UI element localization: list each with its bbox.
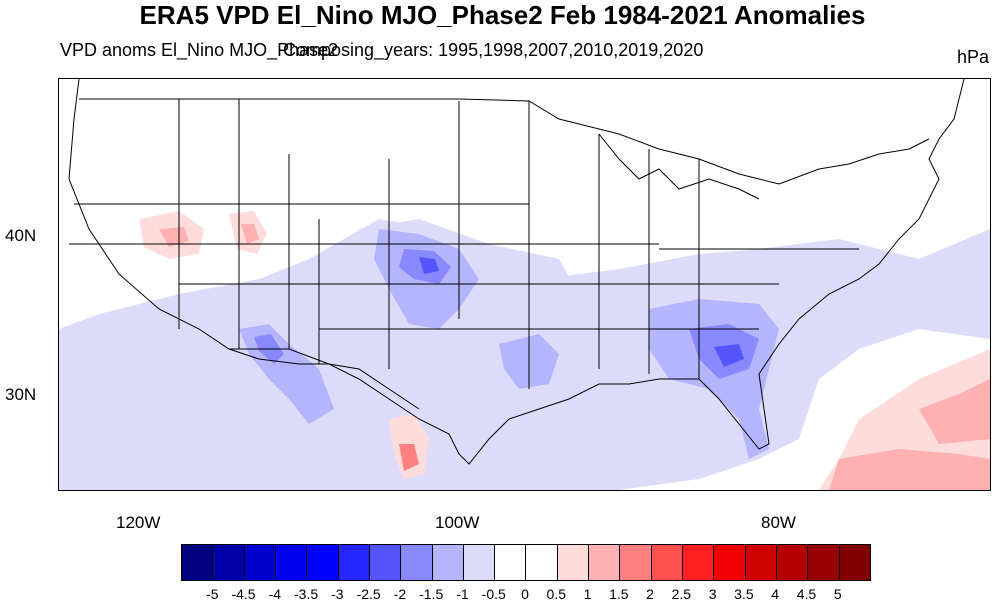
colorbar-label: 1 [583,586,592,602]
great-lakes [598,133,760,200]
colorbar-swatch [401,545,433,580]
colorbar-label: -4 [268,586,282,602]
colorbar-swatch [432,545,464,580]
lon-label-80w: 80W [761,513,796,532]
great-basin-positive-core [159,227,189,247]
colorbar-label: -1.5 [419,586,444,602]
boundaries [68,79,965,465]
lon-label-100w: 100W [435,513,480,532]
colorbar-swatch [714,545,746,580]
us-coastline [68,79,965,465]
colorbar-label: 4 [771,586,780,602]
colorbar-swatch [557,545,590,580]
atlantic-positive-core [919,379,990,444]
units-label: hPa [956,47,989,67]
lon-label-120w: 120W [116,513,161,532]
colorbar-label: 2 [646,586,654,602]
colorbar-swatch [589,545,621,580]
colorbar-swatch [213,545,245,580]
colorbar-label: 0.5 [546,586,566,602]
colorbar-label: -3.5 [294,586,319,602]
colorbar-swatch [182,545,214,580]
gulf-positive [829,449,990,490]
colorbar-swatch [839,545,870,580]
colorbar-label: 5 [833,586,842,602]
colorbar-label: -2 [393,586,407,602]
mexico-positive-core [399,444,419,471]
map-svg [59,79,990,490]
utah-positive-core [241,224,259,244]
canada-border [79,98,930,185]
colorbar-label: 3.5 [734,586,754,602]
anomaly-fields [59,211,990,490]
lat-label-30n: 30N [5,385,37,404]
colorbar-label: -0.5 [481,586,506,602]
colorbar-swatch [745,545,777,580]
colorbar-label: -4.5 [231,586,256,602]
colorbar [181,544,871,581]
colorbar-swatch [307,545,339,580]
colorbar-swatch [275,545,308,580]
colorbar-label: 4.5 [796,586,817,602]
plains-negative-center [419,257,439,274]
map-panel [58,78,991,491]
colorbar-swatch [495,545,527,580]
colorbar-swatch [776,545,809,580]
colorbar-swatch [620,545,652,580]
southeast-negative-center [714,344,744,367]
subtitle-right: Composing_years: 1995,1998,2007,2010,201… [283,40,704,60]
colorbar-label: 3 [708,586,717,602]
colorbar-label: 2.5 [671,586,692,602]
colorbar-swatch [338,545,370,580]
lat-label-40n: 40N [5,226,37,245]
colorbar-swatch [369,545,402,580]
colorbar-label: -5 [206,586,219,602]
colorbar-swatch [463,545,496,580]
colorbar-swatch [526,545,558,580]
colorbar-swatch [651,545,683,580]
colorbar-label: -2.5 [356,586,381,602]
colorbar-label: 0 [521,586,529,602]
chart-title: ERA5 VPD El_Nino MJO_Phase2 Feb 1984-202… [139,0,866,30]
colorbar-swatch [683,545,715,580]
colorbar-label: 1.5 [609,586,629,602]
colorbar-label: -3 [331,586,344,602]
subtitle-left: VPD anoms El_Nino MJO_Phase2 [60,40,339,60]
colorbar-label: -1 [456,586,469,602]
mexico-border [229,348,420,410]
colorbar-swatch [244,545,276,580]
colorbar-swatch [808,545,840,580]
